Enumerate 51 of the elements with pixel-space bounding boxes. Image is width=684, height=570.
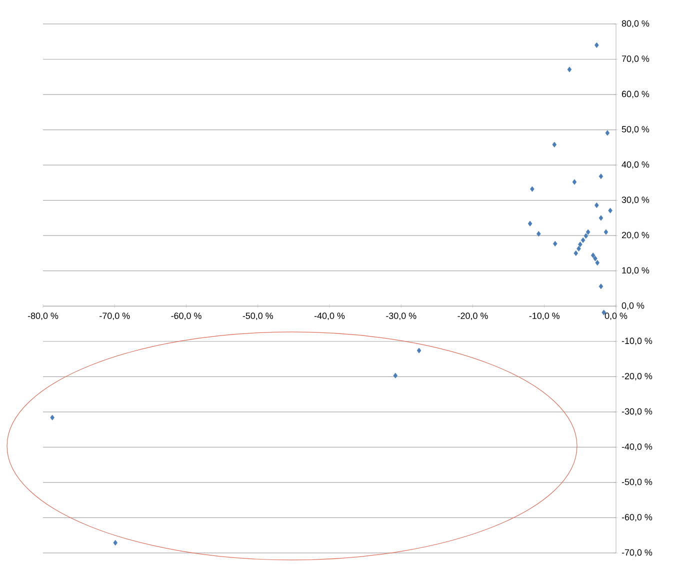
- point: [605, 130, 610, 136]
- x-tick-label: -20,0 %: [458, 312, 488, 320]
- point: [567, 66, 572, 72]
- point: [598, 215, 604, 221]
- y-tick-label: 80,0 %: [622, 20, 650, 28]
- y-tick-label: 30,0 %: [622, 196, 650, 204]
- point: [536, 231, 541, 237]
- point: [595, 260, 600, 266]
- y-tick-label: -20,0 %: [622, 372, 652, 380]
- x-tick-label: -30,0 %: [386, 312, 416, 320]
- x-tick-label: -40,0 %: [314, 312, 345, 320]
- point: [580, 237, 586, 243]
- point: [608, 208, 612, 214]
- y-tick-label: 70,0 %: [622, 56, 650, 63]
- point: [578, 242, 582, 248]
- x-tick-label: -60,0 %: [171, 312, 202, 320]
- point: [604, 229, 608, 235]
- point: [572, 179, 577, 185]
- point: [416, 348, 422, 354]
- y-tick-label: -60,0 %: [622, 514, 652, 522]
- x-tick-label: 0,0 %: [604, 312, 628, 320]
- x-tick-label: -70,0 %: [100, 312, 130, 320]
- point: [576, 246, 581, 252]
- x-tick-label: -80,0 %: [28, 312, 58, 320]
- y-tick-label: 20,0 %: [622, 232, 650, 240]
- y-tick-label: 0,0 %: [622, 302, 644, 310]
- point: [574, 250, 578, 256]
- y-tick-label: 10,0 %: [622, 267, 650, 275]
- point: [552, 240, 558, 246]
- y-tick-label: -70,0 %: [622, 549, 652, 557]
- x-tick-label: -50,0 %: [242, 312, 274, 320]
- point: [584, 233, 588, 239]
- y-tick-label: -10,0 %: [622, 338, 652, 346]
- point: [552, 142, 557, 148]
- y-tick-label: -40,0 %: [622, 443, 652, 451]
- point: [590, 252, 596, 258]
- point: [586, 229, 590, 235]
- y-tick-label: 50,0 %: [622, 126, 650, 134]
- y-tick-label: 60,0 %: [622, 90, 650, 98]
- point: [530, 186, 534, 192]
- point: [594, 42, 599, 48]
- point: [393, 372, 398, 378]
- x-tick-label: -10,0 %: [529, 312, 560, 320]
- y-tick-label: 40,0 %: [622, 161, 650, 169]
- point: [50, 414, 54, 420]
- point: [598, 284, 604, 290]
- y-tick-label: -50,0 %: [622, 478, 652, 486]
- point: [598, 174, 604, 180]
- point: [593, 256, 598, 262]
- y-tick-label: -30,0 %: [622, 408, 652, 416]
- point: [528, 220, 532, 226]
